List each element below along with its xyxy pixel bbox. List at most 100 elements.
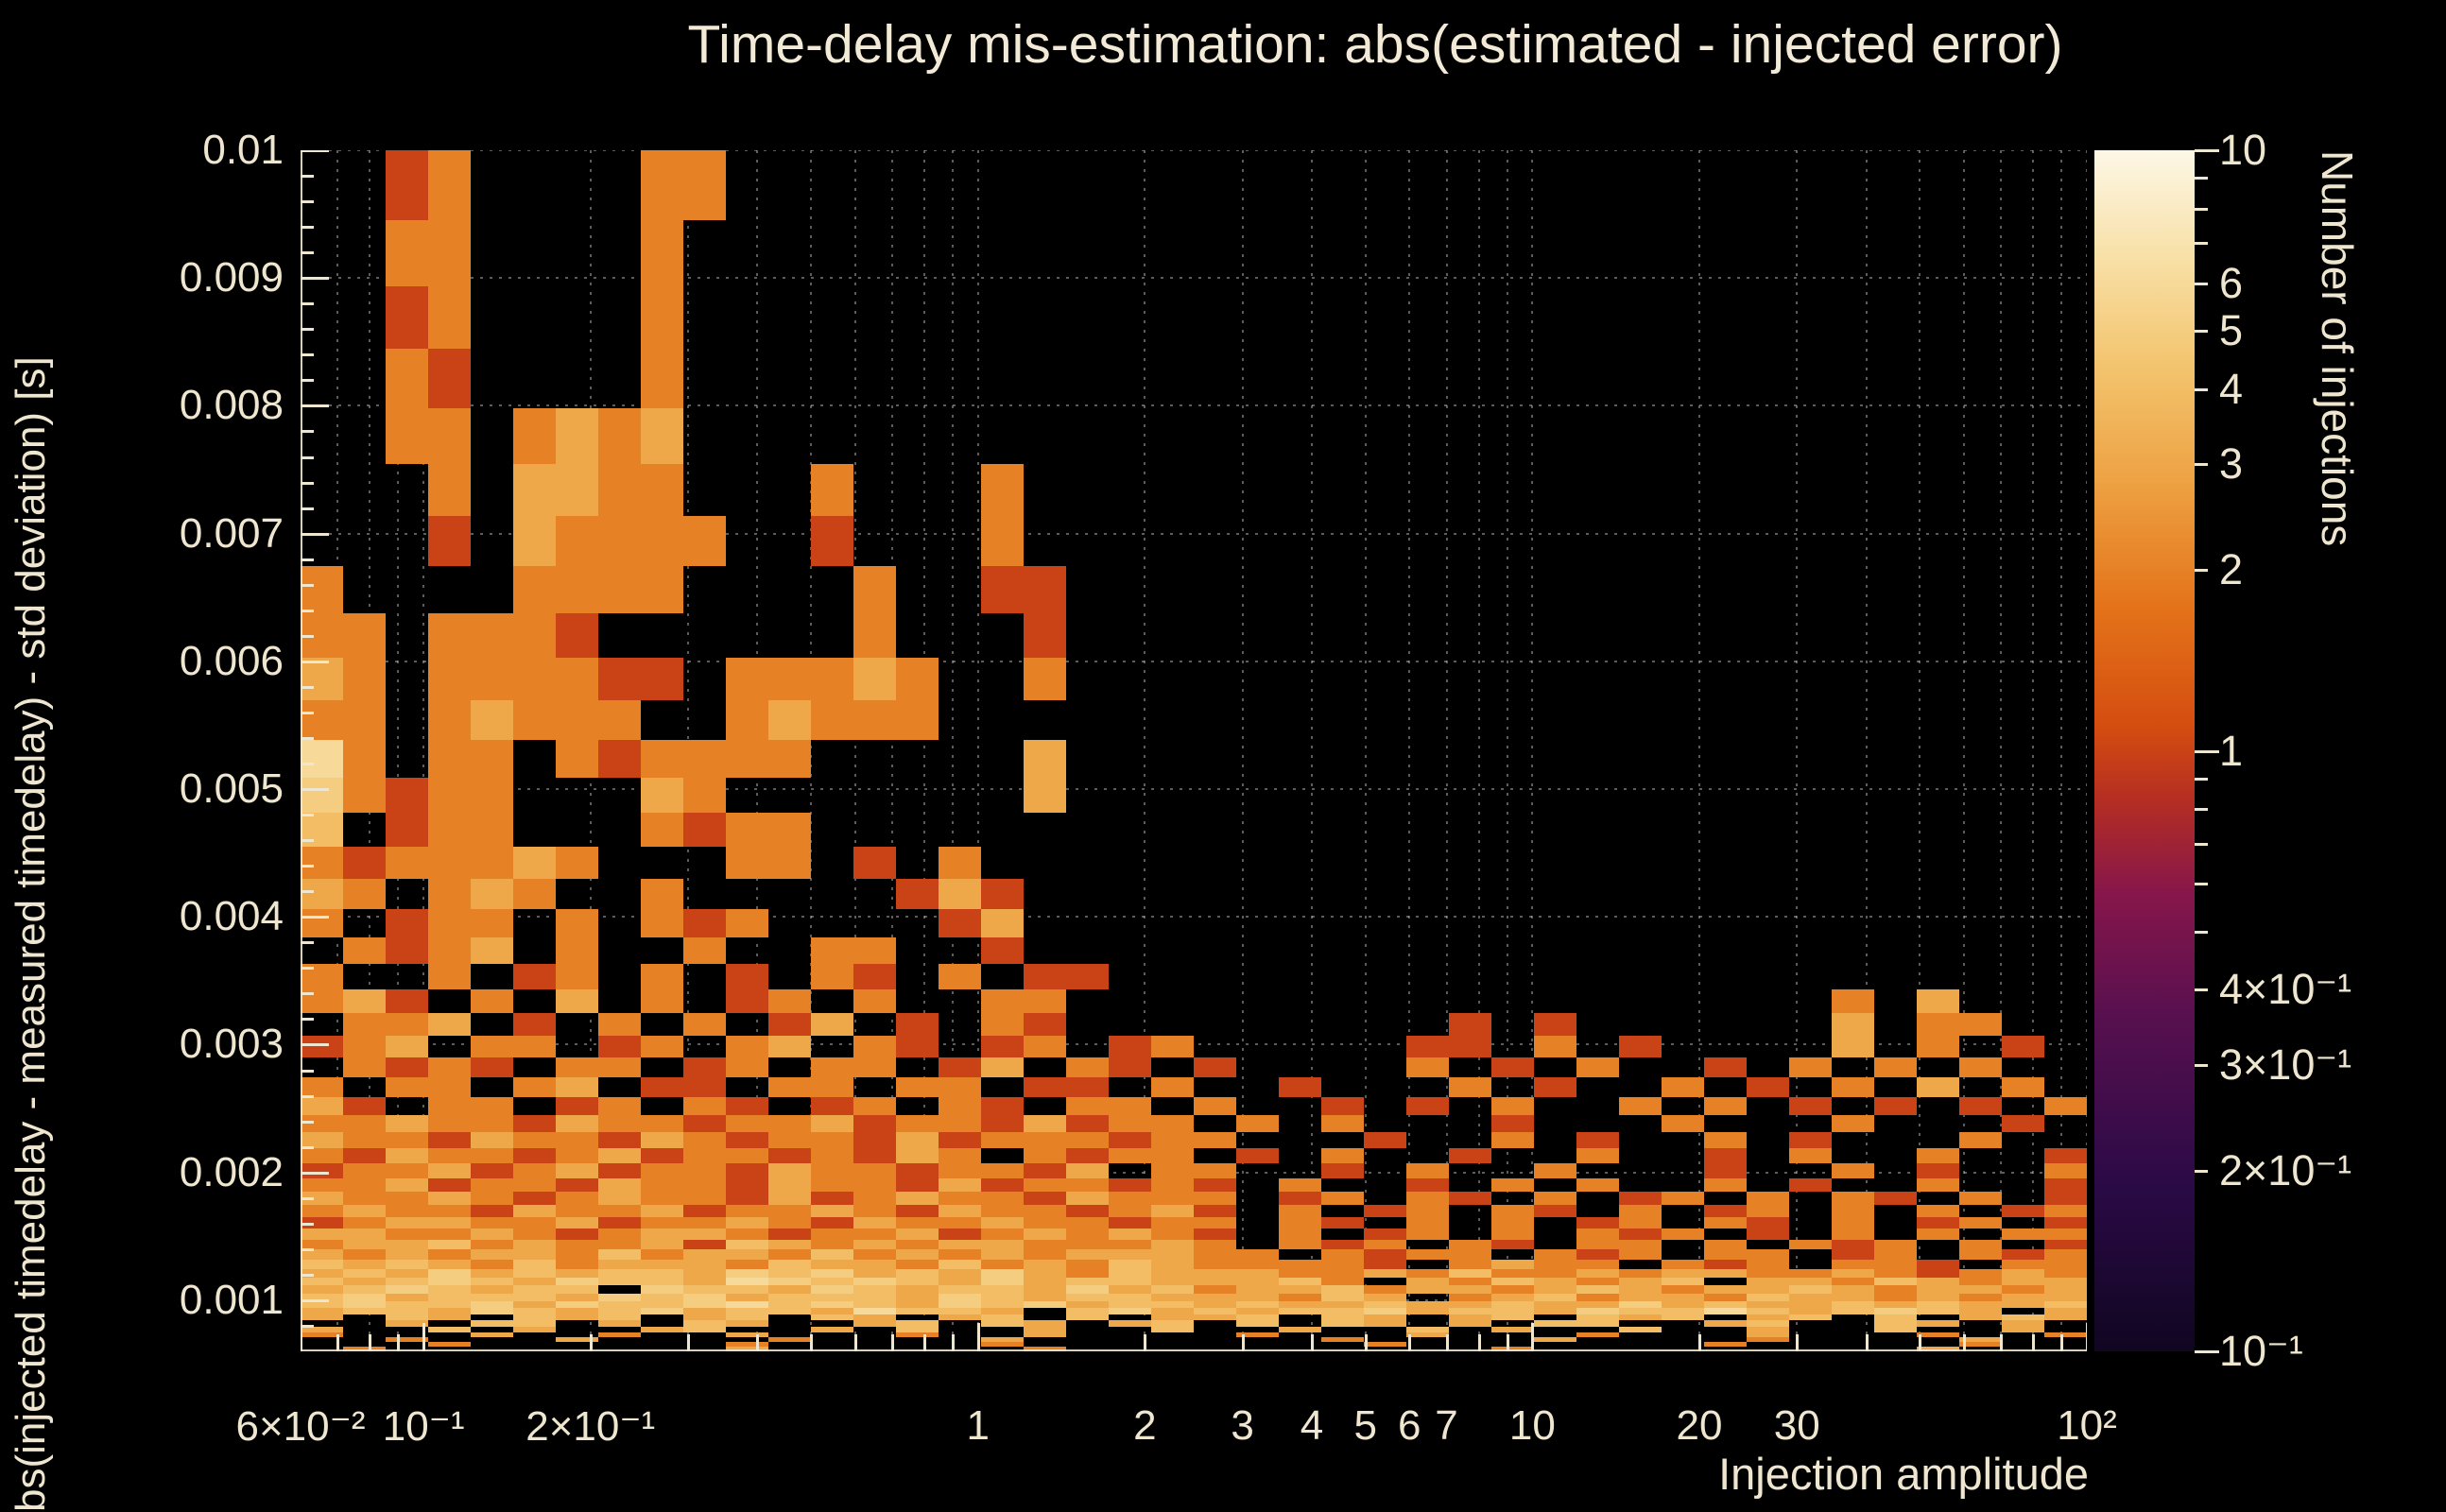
heatmap-cell [513, 1115, 556, 1132]
heatmap-cell [641, 1178, 683, 1192]
heatmap-cell [641, 813, 683, 847]
heatmap-cell [556, 1163, 598, 1178]
heatmap-cell [1364, 1269, 1406, 1278]
heatmap-cell [1917, 1308, 1959, 1314]
heatmap-cell [768, 740, 811, 778]
heatmap-cell [1024, 740, 1066, 778]
heatmap-cell [471, 1163, 513, 1178]
heatmap-cell [343, 700, 386, 740]
heatmap-cell [2044, 1278, 2087, 1285]
heatmap-cell [1662, 1192, 1704, 1205]
heatmap-cell [811, 1077, 853, 1097]
heatmap-cell [981, 1178, 1024, 1192]
heatmap-cell [301, 700, 343, 740]
heatmap-cell [428, 349, 471, 408]
heatmap-cell [386, 1301, 428, 1308]
heatmap-cell [939, 1205, 981, 1217]
heatmap-cell [768, 658, 811, 700]
heatmap-cell [939, 1178, 981, 1192]
heatmap-cell [981, 1285, 1024, 1294]
heatmap-cell [1534, 1285, 1576, 1294]
heatmap-cell [1194, 1301, 1236, 1308]
heatmap-cell [981, 1163, 1024, 1178]
heatmap-cell [768, 847, 811, 879]
heatmap-cell [2002, 1285, 2044, 1294]
heatmap-cell [1109, 1249, 1151, 1260]
heatmap-cell [726, 989, 768, 1013]
heatmap-cell [768, 700, 811, 740]
heatmap-cell [301, 1269, 343, 1278]
heatmap-cell [1534, 1163, 1576, 1178]
heatmap-cell [1449, 1260, 1491, 1269]
heatmap-cell [1747, 1314, 1789, 1320]
heatmap-cell [1024, 1269, 1066, 1278]
heatmap-cell [343, 778, 386, 813]
heatmap-cell [1491, 1308, 1534, 1314]
heatmap-cell [598, 1294, 641, 1301]
colorbar-minor-tick [2195, 330, 2208, 334]
colorbar-tick-label: 2 [2219, 545, 2244, 594]
heatmap-cell [1917, 1077, 1959, 1097]
heatmap-cell [556, 516, 598, 566]
heatmap-cell [1449, 1036, 1491, 1057]
heatmap-cell [768, 1337, 811, 1342]
heatmap-cell [1406, 1217, 1449, 1228]
heatmap-cell [1491, 1240, 1534, 1249]
heatmap-cell [853, 1057, 896, 1077]
grid-line-vertical [853, 150, 856, 1351]
x-axis-minor-tick [2060, 1334, 2064, 1351]
heatmap-cell [811, 1327, 853, 1332]
heatmap-cell [1491, 1269, 1534, 1278]
heatmap-cell [1066, 1240, 1109, 1249]
heatmap-cell [428, 1057, 471, 1077]
heatmap-cell [1236, 1314, 1279, 1320]
y-axis-major-tick [301, 150, 329, 152]
heatmap-cell [853, 1228, 896, 1240]
heatmap-cell [598, 1332, 641, 1337]
heatmap-cell [1917, 1285, 1959, 1294]
heatmap-cell [1151, 1163, 1194, 1178]
heatmap-cell [1704, 1217, 1747, 1228]
heatmap-cell [896, 700, 939, 740]
heatmap-cell [1832, 1217, 1874, 1228]
heatmap-cell [1109, 1260, 1151, 1269]
heatmap-cell [853, 1240, 896, 1249]
heatmap-cell [343, 1148, 386, 1163]
heatmap-cell [641, 1036, 683, 1057]
y-axis-tick-label: 0.001 [179, 1276, 284, 1323]
heatmap-cell [1406, 1205, 1449, 1217]
heatmap-cell [513, 658, 556, 700]
heatmap-cell [386, 1217, 428, 1228]
heatmap-cell [1066, 1217, 1109, 1228]
heatmap-cell [1449, 1192, 1491, 1205]
heatmap-cell [1491, 1097, 1534, 1115]
heatmap-cell [1066, 1132, 1109, 1148]
heatmap-cell [1704, 1178, 1747, 1192]
heatmap-cell [1364, 1294, 1406, 1301]
heatmap-cell [1406, 1057, 1449, 1077]
heatmap-cell [811, 1278, 853, 1285]
heatmap-cell [513, 1314, 556, 1320]
heatmap-cell [853, 1285, 896, 1294]
heatmap-cell [726, 1347, 768, 1351]
heatmap-cell [428, 1013, 471, 1036]
x-axis-tick-label: 1 [966, 1402, 990, 1449]
heatmap-cell [1747, 1327, 1789, 1332]
heatmap-cell [598, 1278, 641, 1285]
heatmap-cell [513, 1013, 556, 1036]
heatmap-cell [428, 937, 471, 964]
heatmap-cell [811, 1148, 853, 1163]
heatmap-cell [939, 1269, 981, 1278]
colorbar-major-tick [2195, 1350, 2219, 1353]
heatmap-cell [1109, 1178, 1151, 1192]
heatmap-cell [1406, 1278, 1449, 1285]
heatmap-cell [1917, 1163, 1959, 1178]
y-axis-minor-tick [301, 328, 314, 332]
heatmap-cell [1279, 1308, 1321, 1314]
heatmap-cell [1364, 1260, 1406, 1269]
heatmap-cell [1151, 1132, 1194, 1148]
y-axis-minor-tick [301, 839, 314, 843]
heatmap-cell [1874, 1192, 1917, 1205]
heatmap-cell [1024, 1327, 1066, 1332]
heatmap-cell [598, 1205, 641, 1217]
